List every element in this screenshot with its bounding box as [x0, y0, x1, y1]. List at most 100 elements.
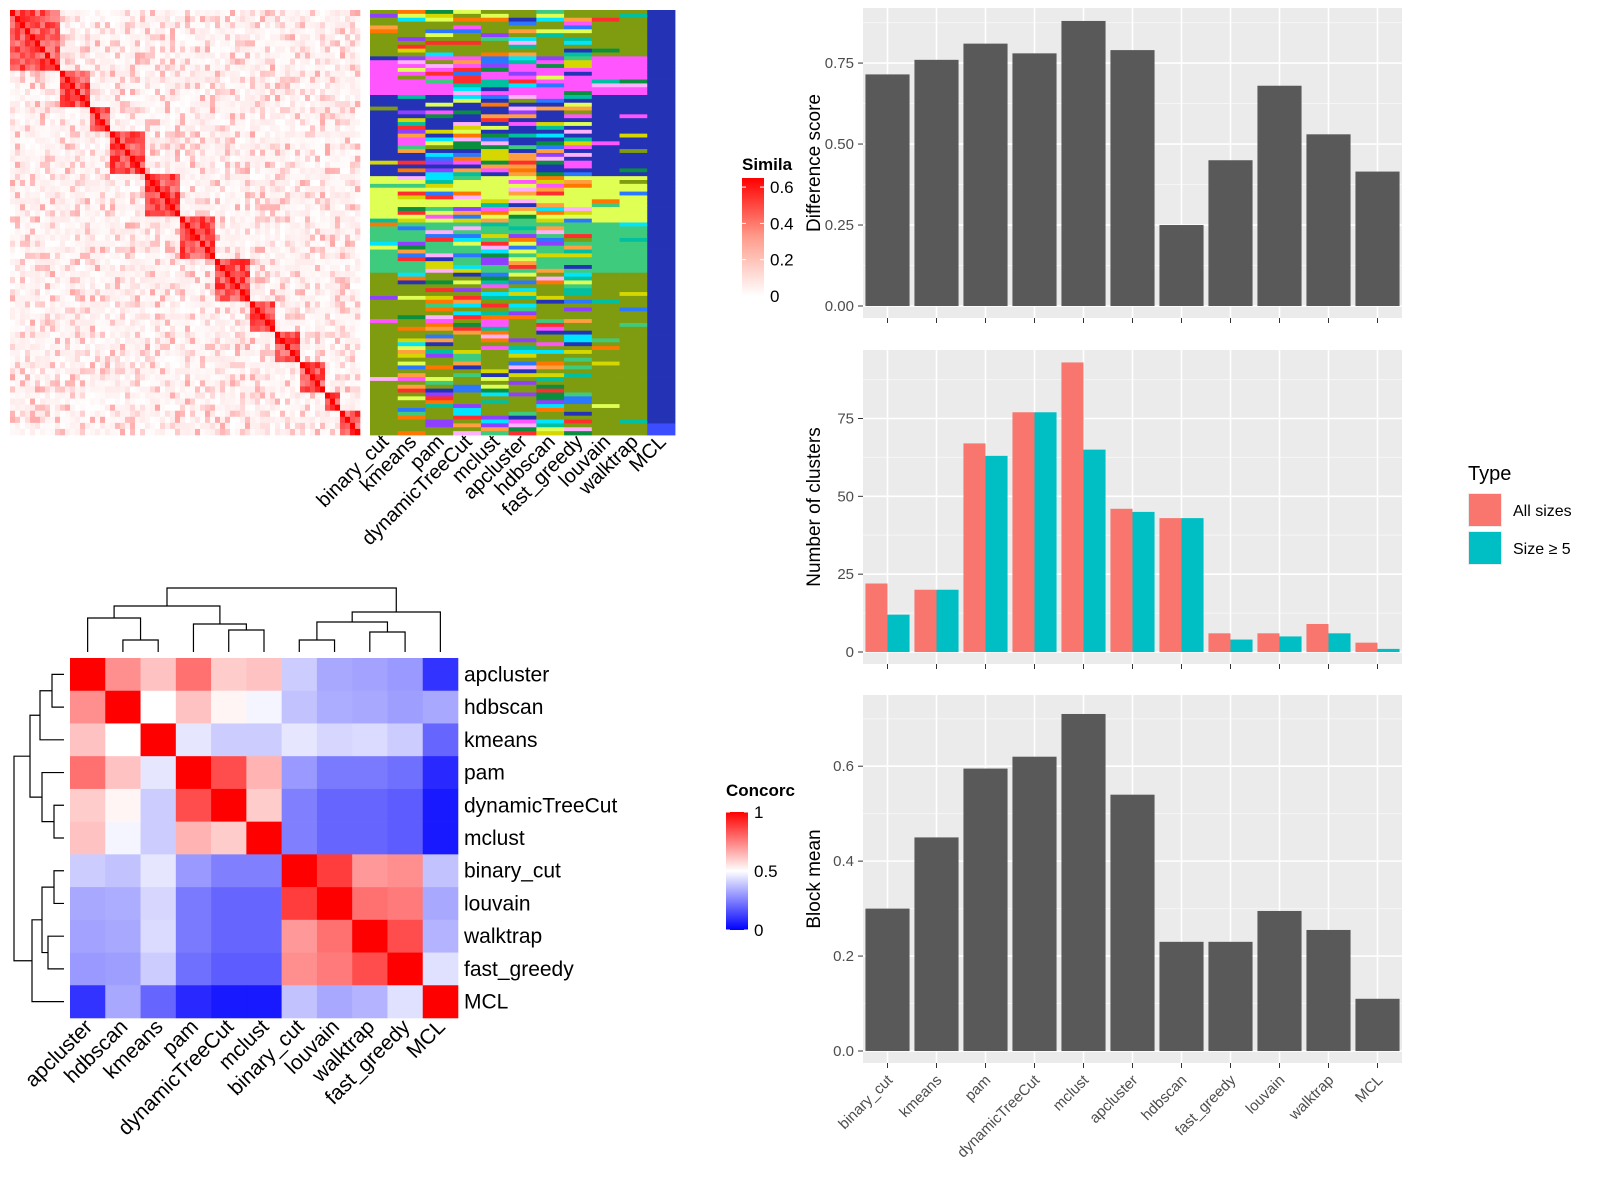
- similarity-cell: [130, 222, 136, 229]
- similarity-cell: [295, 95, 301, 102]
- similarity-cell: [300, 82, 306, 90]
- similarity-cell: [80, 125, 86, 132]
- similarity-cell: [100, 82, 106, 90]
- similarity-cell: [280, 410, 286, 418]
- similarity-cell: [315, 64, 321, 72]
- similarity-cell: [50, 52, 56, 59]
- similarity-cell: [30, 368, 36, 375]
- similarity-cell: [70, 10, 76, 17]
- similarity-cell: [215, 155, 221, 163]
- similarity-cell: [175, 173, 181, 181]
- similarity-cell: [220, 398, 226, 405]
- similarity-cell: [230, 283, 236, 290]
- similarity-cell: [325, 410, 331, 418]
- similarity-cell: [320, 283, 326, 290]
- similarity-cell: [210, 301, 216, 308]
- similarity-cell: [15, 167, 21, 175]
- similarity-cell: [345, 295, 351, 302]
- similarity-cell: [235, 161, 241, 169]
- similarity-cell: [220, 204, 226, 211]
- similarity-cell: [265, 343, 271, 351]
- similarity-cell: [100, 101, 106, 108]
- similarity-cell: [210, 40, 216, 47]
- similarity-cell: [215, 222, 221, 229]
- similarity-cell: [30, 10, 36, 17]
- similarity-cell: [30, 210, 36, 217]
- similarity-cell: [80, 95, 86, 102]
- similarity-cell: [85, 82, 91, 90]
- similarity-cell: [75, 392, 81, 399]
- similarity-cell: [100, 350, 106, 357]
- similarity-cell: [315, 295, 321, 302]
- similarity-cell: [345, 428, 351, 436]
- similarity-cell: [80, 167, 86, 175]
- similarity-cell: [310, 265, 316, 272]
- similarity-cell: [315, 277, 321, 284]
- similarity-cell: [225, 70, 231, 78]
- similarity-cell: [15, 40, 21, 47]
- similarity-cell: [175, 149, 181, 157]
- similarity-cell: [110, 319, 116, 327]
- similarity-cell: [55, 374, 61, 381]
- similarity-cell: [295, 101, 301, 108]
- cluster-label-cell: [370, 346, 399, 351]
- similarity-cell: [230, 319, 236, 327]
- similarity-cell: [60, 155, 66, 163]
- similarity-cell: [250, 113, 256, 120]
- similarity-cell: [135, 34, 141, 41]
- similarity-cell: [195, 307, 201, 314]
- similarity-cell: [20, 131, 26, 138]
- similarity-cell: [90, 368, 96, 375]
- similarity-cell: [175, 265, 181, 272]
- similarity-cell: [80, 16, 86, 23]
- similarity-cell: [310, 167, 316, 175]
- similarity-cell: [170, 374, 176, 381]
- similarity-cell: [160, 350, 166, 357]
- similarity-cell: [160, 271, 166, 278]
- similarity-cell: [270, 186, 276, 193]
- similarity-cell: [275, 252, 281, 260]
- similarity-cell: [65, 40, 71, 47]
- similarity-cell: [20, 101, 26, 108]
- similarity-cell: [50, 319, 56, 327]
- similarity-cell: [155, 82, 161, 90]
- similarity-cell: [245, 331, 251, 339]
- similarity-cell: [160, 337, 166, 345]
- similarity-cell: [145, 386, 151, 393]
- similarity-cell: [65, 167, 71, 175]
- similarity-cell: [140, 161, 146, 169]
- similarity-cell: [330, 380, 336, 387]
- similarity-cell: [315, 283, 321, 290]
- similarity-cell: [290, 252, 296, 260]
- similarity-cell: [15, 398, 21, 405]
- similarity-cell: [295, 167, 301, 175]
- similarity-cell: [155, 186, 161, 193]
- similarity-cell: [195, 271, 201, 278]
- similarity-cell: [50, 295, 56, 302]
- similarity-cell: [235, 343, 241, 351]
- similarity-cell: [80, 192, 86, 199]
- similarity-cell: [145, 161, 151, 169]
- similarity-cell: [205, 95, 211, 102]
- similarity-cell: [130, 16, 136, 23]
- similarity-cell: [60, 113, 66, 120]
- similarity-cell: [260, 234, 266, 242]
- similarity-cell: [25, 149, 31, 157]
- similarity-cell: [200, 113, 206, 120]
- similarity-cell: [115, 10, 121, 17]
- similarity-cell: [55, 258, 61, 266]
- similarity-cell: [35, 380, 41, 387]
- similarity-cell: [210, 204, 216, 211]
- similarity-cell: [280, 46, 286, 53]
- similarity-cell: [60, 16, 66, 23]
- similarity-cell: [300, 167, 306, 175]
- similarity-cell: [85, 331, 91, 339]
- similarity-cell: [160, 258, 166, 266]
- similarity-cell: [155, 143, 161, 150]
- similarity-cell: [40, 76, 46, 84]
- similarity-cell: [135, 289, 141, 296]
- similarity-cell: [225, 161, 231, 169]
- similarity-cell: [65, 137, 71, 144]
- similarity-cell: [45, 258, 51, 266]
- similarity-cell: [140, 10, 146, 17]
